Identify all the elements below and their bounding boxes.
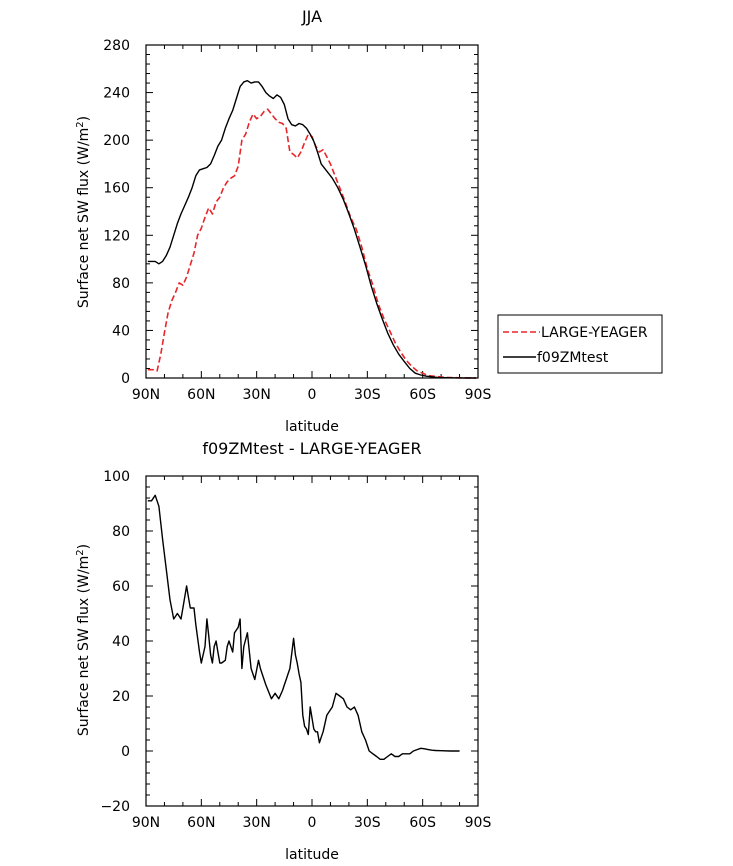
x-tick-label: 90S: [465, 815, 492, 831]
series-line-large-yeager: [147, 108, 477, 379]
x-axis-label: latitude: [285, 419, 339, 435]
x-tick-label: 0: [308, 387, 317, 403]
y-tick-label: −20: [100, 799, 130, 815]
series-line-difference: [147, 494, 460, 760]
x-tick-label: 60S: [409, 815, 436, 831]
legend-box: [497, 314, 663, 374]
plot-area: 90N 60N 30N 0 30S 60S 90S −20 0 20 40 60 80 100: [100, 469, 491, 831]
y-tick-label: 100: [103, 469, 130, 485]
chart-title: f09ZMtest - LARGE-YEAGER: [202, 439, 421, 458]
y-tick-label: 0: [121, 371, 130, 387]
y-tick-label: 0: [121, 744, 130, 760]
y-tick-label: 20: [112, 689, 130, 705]
x-tick-label: 60N: [187, 815, 215, 831]
y-tick-label: 80: [112, 524, 130, 540]
x-tick-label: 30N: [243, 815, 271, 831]
x-tick-label: 90N: [132, 387, 160, 403]
legend: LARGE-YEAGER f09ZMtest: [497, 314, 663, 374]
legend-label-large-yeager: LARGE-YEAGER: [541, 325, 648, 341]
x-tick-label: 90S: [465, 387, 492, 403]
x-tick-label: 60S: [409, 387, 436, 403]
y-axis-label: Surface net SW flux (W/m2): [75, 116, 92, 308]
y-tick-label: 40: [112, 634, 130, 650]
y-tick-label: 280: [103, 38, 130, 54]
plot-frame: [145, 475, 479, 807]
chart-difference: f09ZMtest - LARGE-YEAGER 90N 60N 30N 0 30S 60…: [75, 439, 491, 863]
y-tick-label: 80: [112, 276, 130, 292]
x-tick-label: 30N: [243, 387, 271, 403]
y-tick-label: 240: [103, 86, 130, 102]
x-tick-label: 60N: [187, 387, 215, 403]
chart-title: JJA: [301, 7, 322, 26]
y-tick-label: 120: [103, 228, 130, 244]
plot-area: 90N 60N 30N 0 30S 60S 90S 0 40 80 120 160 200 240 280: [103, 38, 491, 403]
y-tick-label: 200: [103, 133, 130, 149]
legend-label-f09zmtest: f09ZMtest: [537, 350, 609, 366]
y-tick-label: 160: [103, 181, 130, 197]
y-tick-label: 40: [112, 323, 130, 339]
x-tick-label: 0: [308, 815, 317, 831]
y-tick-label: 60: [112, 579, 130, 595]
series-line-f09zmtest: [147, 79, 477, 379]
x-tick-label: 30S: [354, 815, 381, 831]
x-tick-label: 90N: [132, 815, 160, 831]
chart-jja: JJA 90N 60N 30N 0 30S 60S 90S 0 40 80 120 160 200 240…: [75, 7, 491, 435]
y-axis-label: Surface net SW flux (W/m2): [75, 544, 92, 736]
plot-frame: [145, 44, 479, 379]
x-tick-label: 30S: [354, 387, 381, 403]
x-axis-label: latitude: [285, 847, 339, 863]
